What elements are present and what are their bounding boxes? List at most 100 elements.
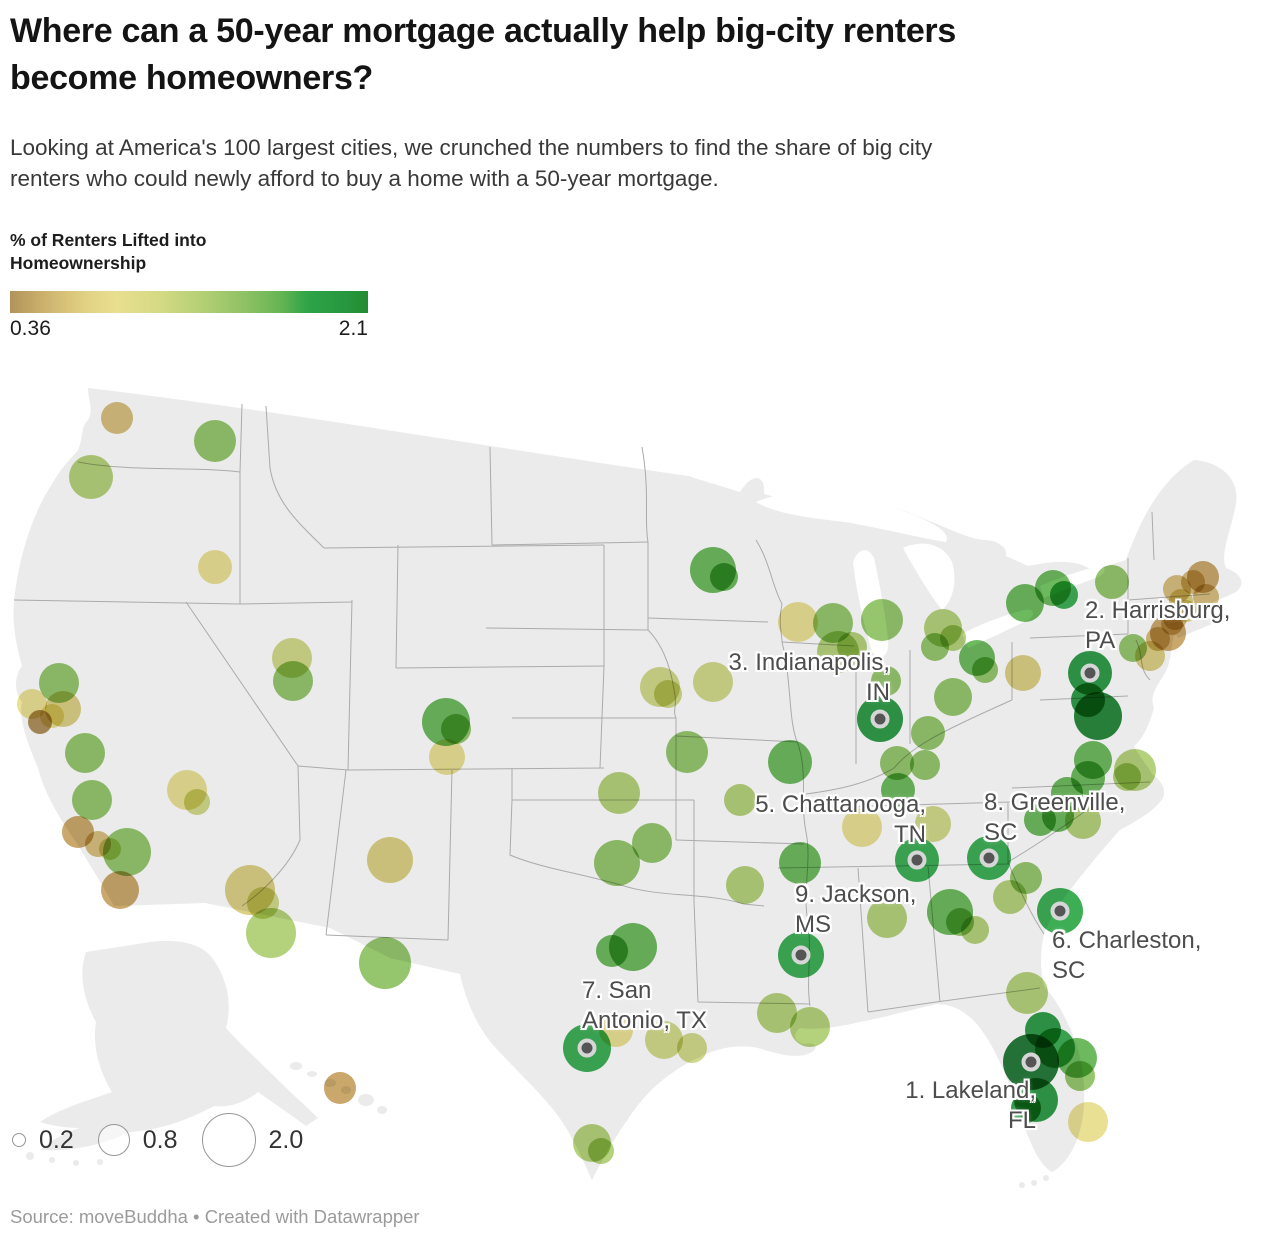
city-bubble[interactable] bbox=[790, 1007, 830, 1047]
city-bubble[interactable] bbox=[757, 993, 797, 1033]
city-bubble[interactable] bbox=[1074, 692, 1122, 740]
city-marker-dots bbox=[577, 663, 1100, 1072]
chart-subtitle: Looking at America's 100 largest cities,… bbox=[10, 135, 933, 191]
size-legend-circle bbox=[97, 1124, 130, 1156]
size-legend-circle bbox=[201, 1113, 256, 1167]
city-bubble[interactable] bbox=[588, 1138, 614, 1164]
city-bubble[interactable] bbox=[1193, 584, 1219, 610]
alaska bbox=[40, 940, 318, 1151]
city-bubble[interactable] bbox=[632, 823, 672, 863]
city-bubble[interactable] bbox=[1006, 584, 1044, 622]
city-bubbles bbox=[17, 402, 1219, 1164]
lake-huron bbox=[903, 543, 955, 610]
size-legend-label: 2.0 bbox=[268, 1125, 304, 1154]
city-bubble[interactable] bbox=[184, 789, 210, 815]
city-bubble[interactable] bbox=[101, 871, 139, 909]
size-legend-item: 2.0 bbox=[201, 1113, 328, 1167]
size-legend-label: 0.2 bbox=[39, 1125, 74, 1154]
city-bubble[interactable] bbox=[972, 657, 998, 683]
aleutian-island bbox=[26, 1152, 34, 1160]
city-bubble[interactable] bbox=[645, 1021, 683, 1059]
city-bubble[interactable] bbox=[779, 842, 821, 884]
map-city-label: 7. San Antonio, TX bbox=[582, 977, 707, 1034]
city-bubble[interactable] bbox=[934, 678, 972, 716]
city-bubble[interactable] bbox=[880, 746, 914, 780]
footer-source: Source: moveBuddha bbox=[10, 1206, 188, 1227]
city-bubble[interactable] bbox=[69, 455, 113, 499]
city-bubble[interactable] bbox=[724, 784, 756, 816]
color-legend-labels: 0.36 2.1 bbox=[10, 317, 368, 341]
color-legend-title: % of Renters Lifted into Homeownership bbox=[10, 230, 207, 273]
city-bubble[interactable] bbox=[837, 632, 867, 662]
city-bubble[interactable] bbox=[1068, 1102, 1108, 1142]
city-marker-dot bbox=[1050, 901, 1070, 921]
city-bubble[interactable] bbox=[1005, 655, 1041, 691]
city-bubble[interactable] bbox=[1065, 803, 1101, 839]
hawaii-island bbox=[290, 1062, 302, 1070]
city-bubble[interactable] bbox=[101, 402, 133, 434]
city-bubble[interactable] bbox=[65, 733, 105, 773]
city-bubble[interactable] bbox=[367, 837, 413, 883]
lake-superior bbox=[756, 492, 947, 542]
city-bubble[interactable] bbox=[594, 840, 640, 886]
city-bubble[interactable] bbox=[842, 807, 882, 847]
map-city-label: 2. Harrisburg, PA bbox=[1085, 597, 1231, 654]
map-city-label: 8. Greenville, SC bbox=[984, 789, 1126, 846]
city-bubble[interactable] bbox=[768, 740, 812, 784]
aleutian-island bbox=[73, 1160, 79, 1166]
city-bubble[interactable] bbox=[867, 898, 907, 938]
footer-datawrapper-link[interactable]: Created with Datawrapper bbox=[204, 1206, 420, 1227]
city-bubble[interactable] bbox=[993, 880, 1027, 914]
city-bubble[interactable] bbox=[726, 866, 764, 904]
city-bubble[interactable] bbox=[1146, 627, 1170, 651]
city-bubble[interactable] bbox=[861, 599, 903, 641]
florida-key bbox=[1043, 1175, 1049, 1181]
city-bubble[interactable] bbox=[324, 1072, 356, 1104]
city-bubble[interactable] bbox=[1024, 804, 1056, 836]
city-marker-dot bbox=[907, 850, 927, 870]
city-bubble[interactable] bbox=[1175, 600, 1197, 622]
city-bubble[interactable] bbox=[654, 680, 682, 708]
city-bubble[interactable] bbox=[40, 704, 64, 728]
city-bubble[interactable] bbox=[103, 828, 151, 876]
chart-title: Where can a 50-year mortgage actually he… bbox=[10, 12, 956, 97]
city-bubble[interactable] bbox=[598, 772, 640, 814]
city-bubble[interactable] bbox=[1006, 972, 1048, 1014]
city-bubble[interactable] bbox=[693, 662, 733, 702]
map-city-label: 1. Lakeland, FL bbox=[905, 1077, 1036, 1134]
city-bubble[interactable] bbox=[1113, 763, 1141, 791]
city-bubble[interactable] bbox=[666, 731, 708, 773]
city-bubble[interactable] bbox=[1011, 1093, 1041, 1123]
city-bubble[interactable] bbox=[194, 420, 236, 462]
city-bubble[interactable] bbox=[961, 916, 989, 944]
city-marker-dot bbox=[791, 945, 811, 965]
city-bubble[interactable] bbox=[359, 937, 411, 989]
city-bubble[interactable] bbox=[871, 666, 901, 696]
florida-key bbox=[1019, 1182, 1025, 1188]
size-legend-label: 0.8 bbox=[142, 1125, 178, 1154]
city-bubble[interactable] bbox=[441, 714, 471, 744]
footer-separator: • bbox=[187, 1206, 205, 1227]
size-legend-circle bbox=[12, 1133, 26, 1147]
city-bubble[interactable] bbox=[677, 1033, 707, 1063]
city-bubble[interactable] bbox=[710, 563, 738, 591]
city-bubble[interactable] bbox=[72, 780, 112, 820]
city-bubble[interactable] bbox=[1095, 565, 1129, 599]
city-bubble[interactable] bbox=[1050, 581, 1078, 609]
city-bubble[interactable] bbox=[881, 773, 915, 807]
city-bubble[interactable] bbox=[596, 935, 628, 967]
florida-key bbox=[1031, 1180, 1037, 1186]
city-bubble[interactable] bbox=[778, 602, 818, 642]
city-bubble[interactable] bbox=[246, 908, 296, 958]
city-bubble[interactable] bbox=[273, 661, 313, 701]
hawaii-island bbox=[358, 1094, 374, 1106]
city-bubble[interactable] bbox=[921, 633, 949, 661]
city-bubble[interactable] bbox=[1065, 1061, 1095, 1091]
city-bubble[interactable] bbox=[910, 750, 940, 780]
city-bubble[interactable] bbox=[429, 739, 465, 775]
map-city-label: 3. Indianapolis, IN bbox=[728, 649, 890, 706]
city-bubble[interactable] bbox=[911, 716, 945, 750]
city-bubble[interactable] bbox=[198, 550, 232, 584]
city-bubble[interactable] bbox=[915, 806, 951, 842]
